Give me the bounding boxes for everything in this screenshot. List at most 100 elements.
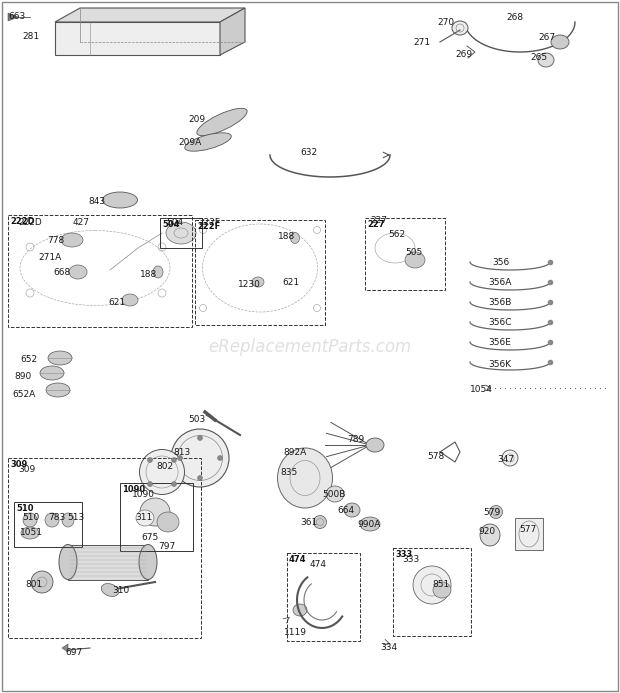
Text: 1119: 1119 bbox=[284, 628, 307, 637]
Text: 222D: 222D bbox=[18, 218, 42, 227]
Text: 797: 797 bbox=[158, 542, 175, 551]
Ellipse shape bbox=[293, 604, 307, 616]
Ellipse shape bbox=[480, 524, 500, 546]
Text: 356K: 356K bbox=[488, 360, 511, 369]
Polygon shape bbox=[55, 8, 245, 22]
Text: 356: 356 bbox=[492, 258, 509, 267]
Bar bbox=[8, 458, 201, 638]
Text: 474: 474 bbox=[289, 555, 306, 564]
Text: 356B: 356B bbox=[488, 298, 511, 307]
Text: 427: 427 bbox=[73, 218, 90, 227]
Text: 271: 271 bbox=[413, 38, 430, 47]
Ellipse shape bbox=[218, 455, 223, 461]
Text: 222D: 222D bbox=[10, 217, 35, 226]
Ellipse shape bbox=[171, 429, 229, 487]
Text: 801: 801 bbox=[25, 580, 42, 589]
Bar bbox=[120, 483, 193, 551]
Ellipse shape bbox=[185, 133, 231, 151]
Text: 347: 347 bbox=[497, 455, 514, 464]
Text: 578: 578 bbox=[427, 452, 445, 461]
Text: 209: 209 bbox=[188, 115, 205, 124]
Polygon shape bbox=[55, 22, 220, 55]
Text: 990A: 990A bbox=[357, 520, 381, 529]
Polygon shape bbox=[62, 644, 68, 652]
Bar bbox=[515, 518, 543, 550]
Ellipse shape bbox=[172, 457, 177, 462]
Ellipse shape bbox=[157, 512, 179, 532]
Ellipse shape bbox=[291, 232, 299, 243]
Text: 222F: 222F bbox=[198, 218, 220, 227]
Text: 579: 579 bbox=[483, 508, 500, 517]
Ellipse shape bbox=[69, 265, 87, 279]
Text: 663: 663 bbox=[8, 12, 25, 21]
Text: 1090: 1090 bbox=[122, 485, 145, 494]
Text: 890: 890 bbox=[14, 372, 31, 381]
Text: 361: 361 bbox=[300, 518, 317, 527]
Text: 652A: 652A bbox=[12, 390, 35, 399]
Text: 664: 664 bbox=[337, 506, 354, 515]
Ellipse shape bbox=[148, 482, 153, 486]
Ellipse shape bbox=[344, 503, 360, 517]
Ellipse shape bbox=[177, 455, 182, 461]
Bar bbox=[160, 218, 202, 248]
Bar bbox=[393, 548, 471, 636]
Text: 265: 265 bbox=[530, 53, 547, 62]
Ellipse shape bbox=[122, 294, 138, 306]
Ellipse shape bbox=[278, 448, 332, 508]
Text: 675: 675 bbox=[141, 533, 158, 542]
Text: 309: 309 bbox=[18, 465, 35, 474]
Text: 783: 783 bbox=[48, 513, 65, 522]
Ellipse shape bbox=[360, 517, 380, 531]
Text: 271A: 271A bbox=[38, 253, 61, 262]
Ellipse shape bbox=[140, 498, 170, 526]
Ellipse shape bbox=[197, 108, 247, 136]
Text: 778: 778 bbox=[47, 236, 64, 245]
Ellipse shape bbox=[136, 510, 154, 526]
Text: 334: 334 bbox=[380, 643, 397, 652]
Text: 851: 851 bbox=[432, 580, 450, 589]
Ellipse shape bbox=[21, 527, 39, 539]
Text: 227: 227 bbox=[367, 220, 384, 229]
Ellipse shape bbox=[172, 482, 177, 486]
Ellipse shape bbox=[48, 351, 72, 365]
Text: 503: 503 bbox=[188, 415, 205, 424]
Ellipse shape bbox=[538, 53, 554, 67]
Ellipse shape bbox=[62, 513, 74, 527]
Text: 562: 562 bbox=[388, 230, 405, 239]
Text: 333: 333 bbox=[402, 555, 419, 564]
Bar bbox=[68, 545, 148, 580]
Ellipse shape bbox=[45, 513, 59, 527]
Text: 652: 652 bbox=[20, 355, 37, 364]
Text: 310: 310 bbox=[112, 586, 129, 595]
Text: 920: 920 bbox=[478, 527, 495, 536]
Ellipse shape bbox=[405, 252, 425, 268]
Text: 356C: 356C bbox=[488, 318, 511, 327]
Text: 505: 505 bbox=[405, 248, 422, 257]
Polygon shape bbox=[8, 13, 18, 21]
Ellipse shape bbox=[198, 435, 203, 441]
Text: 500B: 500B bbox=[322, 490, 345, 499]
Text: 504: 504 bbox=[166, 218, 183, 227]
Ellipse shape bbox=[413, 566, 451, 604]
Text: 356A: 356A bbox=[488, 278, 511, 287]
Text: 697: 697 bbox=[65, 648, 82, 657]
Ellipse shape bbox=[166, 222, 196, 244]
Text: 268: 268 bbox=[506, 13, 523, 22]
Text: 504: 504 bbox=[162, 220, 180, 229]
Text: 333: 333 bbox=[395, 550, 412, 559]
Text: 474: 474 bbox=[310, 560, 327, 569]
Ellipse shape bbox=[139, 545, 157, 579]
Ellipse shape bbox=[326, 486, 344, 502]
Text: 802: 802 bbox=[156, 462, 173, 471]
Ellipse shape bbox=[198, 475, 203, 480]
Ellipse shape bbox=[433, 582, 451, 598]
Text: 188: 188 bbox=[140, 270, 157, 279]
Polygon shape bbox=[220, 8, 245, 55]
Text: 510: 510 bbox=[16, 504, 33, 513]
Text: 621: 621 bbox=[282, 278, 299, 287]
Text: 309: 309 bbox=[10, 460, 27, 469]
Text: 1230: 1230 bbox=[238, 280, 261, 289]
Text: 222F: 222F bbox=[197, 222, 220, 231]
Text: 510: 510 bbox=[22, 513, 39, 522]
Ellipse shape bbox=[252, 277, 264, 287]
